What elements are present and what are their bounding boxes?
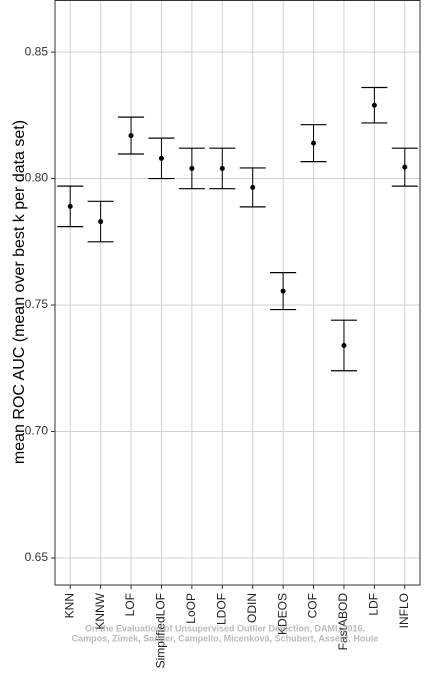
mean-point xyxy=(189,165,195,171)
x-tick-label: ODIN xyxy=(245,593,259,623)
y-tick-label: 0.65 xyxy=(25,550,49,564)
y-axis-label: mean ROC AUC (mean over best k per data … xyxy=(11,120,28,464)
y-tick-label: 0.80 xyxy=(25,171,49,185)
mean-point xyxy=(280,288,286,294)
mean-point xyxy=(158,155,164,161)
mean-point xyxy=(371,102,377,108)
x-tick-label: KNN xyxy=(62,593,76,618)
watermark: Campos, Zimek, Sander, Campello, Micenko… xyxy=(72,633,379,643)
x-tick-label: COF xyxy=(306,593,320,618)
mean-point xyxy=(402,164,408,170)
y-tick-label: 0.75 xyxy=(25,297,49,311)
x-tick-label: LDOF xyxy=(214,593,228,625)
mean-point xyxy=(128,133,134,139)
plot-border xyxy=(54,0,421,586)
watermark: On the Evaluation of Unsupervised Outlie… xyxy=(85,623,365,633)
mean-point xyxy=(311,140,317,146)
x-tick-label: LOF xyxy=(123,593,137,616)
x-tick-label: KDEOS xyxy=(275,593,289,635)
mean-point xyxy=(67,203,73,209)
y-tick-label: 0.85 xyxy=(25,44,49,58)
x-tick-label: LoOP xyxy=(184,593,198,624)
x-tick-label: LDF xyxy=(367,593,381,616)
x-tick-label: KNNW xyxy=(93,592,107,629)
mean-point xyxy=(341,342,347,348)
mean-point xyxy=(250,184,256,190)
y-tick-label: 0.70 xyxy=(25,424,49,438)
x-tick-label: SimplifiedLOF xyxy=(154,593,168,668)
mean-point xyxy=(98,219,104,225)
x-tick-label: INFLO xyxy=(397,593,411,628)
x-tick-label: FastABOD xyxy=(336,593,350,651)
plot-panel xyxy=(55,0,420,585)
mean-point xyxy=(219,165,225,171)
